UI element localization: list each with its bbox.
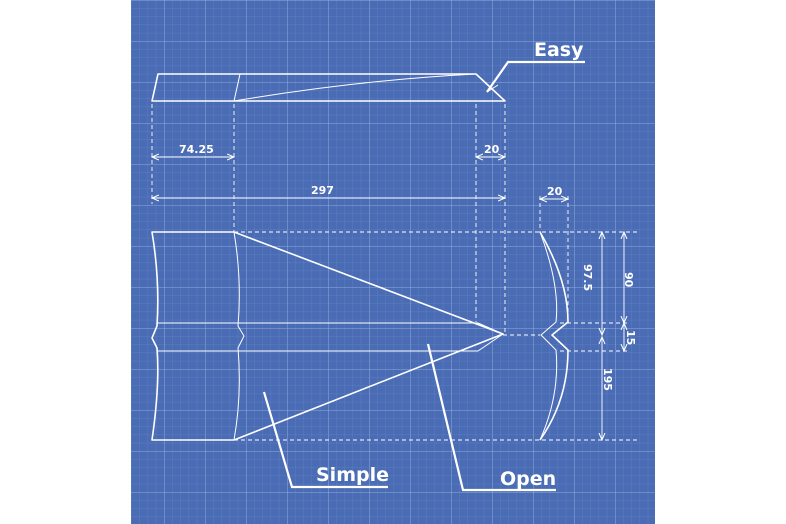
dimension-15: 15 [624,323,637,351]
dim-middle-height: 15 [624,330,637,345]
dimension-74-25: 74.25 [152,143,234,157]
simple-label: Simple [316,464,389,486]
dimension-20-top: 20 [476,143,505,157]
dim-upper-height: 97.5 [581,264,594,291]
dimension-195: 195 [601,337,614,440]
dim-side-width: 20 [547,185,563,198]
dimension-20-side: 20 [540,185,568,199]
dimension-297: 297 [152,184,505,198]
side-view [539,196,569,441]
simple-callout: Simple [262,391,389,489]
dimension-90: 90 [622,232,635,323]
dim-top-right-width: 20 [484,143,500,156]
easy-callout: Easy [486,39,585,93]
dim-lower-height: 195 [601,368,614,391]
open-callout: Open [426,343,556,492]
dimension-97-5: 97.5 [581,232,602,335]
easy-label: Easy [534,39,584,61]
dim-total-width: 297 [311,184,334,197]
blueprint-background [131,0,655,524]
dim-upper-height-outer: 90 [622,272,635,288]
front-view [151,231,640,441]
open-label: Open [500,468,556,490]
dim-top-left-width: 74.25 [179,143,214,156]
